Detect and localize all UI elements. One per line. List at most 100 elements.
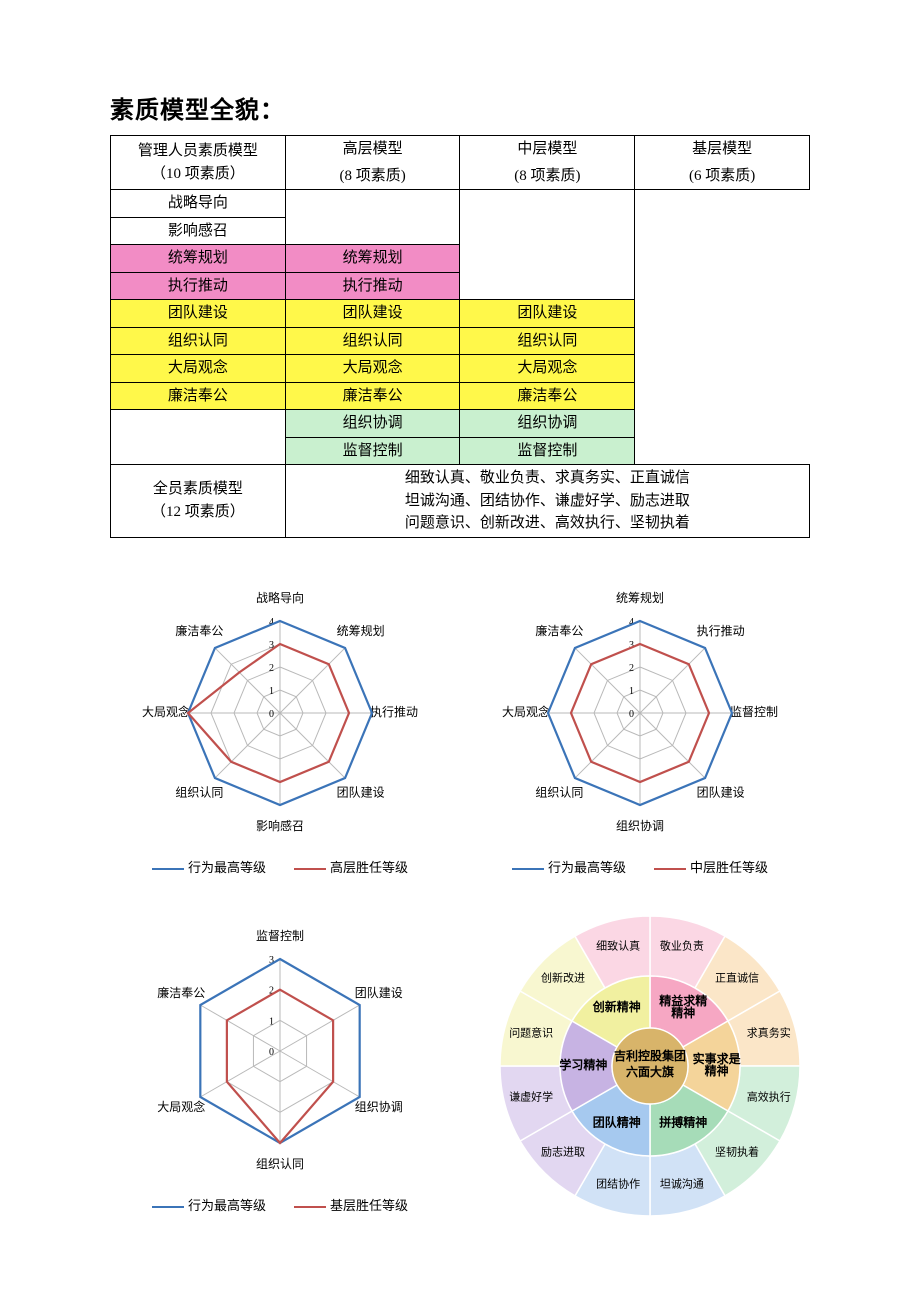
body-line: 坦诚沟通、团结协作、谦虚好学、励志进取 [290, 490, 805, 513]
wheel-chart: 敬业负责正直诚信求真务实高效执行坚韧执着坦诚沟通团结协作励志进取谦虚好学问题意识… [470, 906, 830, 1221]
all-staff-cell: 细致认真、敬业负责、求真务实、正直诚信 坦诚沟通、团结协作、谦虚好学、励志进取 … [285, 465, 809, 538]
svg-text:大局观念: 大局观念 [502, 703, 550, 718]
radar1-legend: 行为最高等级 高层胜任等级 [110, 857, 450, 876]
table-cell [460, 272, 635, 300]
svg-text:励志进取: 励志进取 [541, 1145, 585, 1158]
radar3-legend: 行为最高等级 基层胜任等级 [110, 1195, 450, 1214]
legend-swatch-red [654, 868, 686, 870]
legend-swatch-blue [512, 868, 544, 870]
svg-text:组织认同: 组织认同 [535, 785, 583, 799]
legend-swatch-red [294, 868, 326, 870]
row-group-1: 管理人员素质模型 （10 项素质） [111, 136, 286, 190]
svg-text:0: 0 [629, 709, 634, 720]
svg-text:组织协调: 组织协调 [355, 1098, 403, 1113]
legend-swatch-blue [152, 868, 184, 870]
svg-text:监督控制: 监督控制 [730, 703, 778, 718]
svg-text:敬业负责: 敬业负责 [660, 938, 704, 952]
table-cell: 团队建设 [460, 300, 635, 328]
svg-text:统筹规划: 统筹规划 [337, 623, 385, 638]
table-cell: 团队建设 [111, 300, 286, 328]
svg-text:0: 0 [269, 1047, 274, 1058]
svg-text:组织认同: 组织认同 [175, 785, 223, 799]
svg-text:监督控制: 监督控制 [256, 927, 304, 942]
row-group-2-sub: （12 项素质） [151, 504, 245, 520]
table-cell: 执行推动 [111, 272, 286, 300]
legend-label: 行为最高等级 [188, 1198, 266, 1213]
table-cell: 廉洁奉公 [111, 382, 286, 410]
svg-text:精神: 精神 [671, 1005, 695, 1020]
svg-text:求真务实: 求真务实 [747, 1025, 791, 1039]
radar-chart-2: 统筹规划执行推动监督控制团队建设组织协调组织认同大局观念廉洁奉公01234 行为… [470, 568, 810, 876]
table-cell: 大局观念 [285, 355, 460, 383]
radar-chart-1: 战略导向统筹规划执行推动团队建设影响感召组织认同大局观念廉洁奉公01234 行为… [110, 568, 450, 876]
svg-text:廉洁奉公: 廉洁奉公 [175, 623, 223, 638]
svg-text:大局观念: 大局观念 [157, 1098, 205, 1113]
body-line: 细致认真、敬业负责、求真务实、正直诚信 [290, 467, 805, 490]
svg-text:廉洁奉公: 廉洁奉公 [157, 984, 205, 999]
legend-label: 基层胜任等级 [330, 1198, 408, 1213]
svg-text:1: 1 [629, 686, 634, 697]
svg-text:谦虚好学: 谦虚好学 [509, 1089, 553, 1103]
col-header-2b: (8 项素质) [460, 163, 635, 190]
table-cell: 监督控制 [285, 437, 460, 465]
col-header-2a: 中层模型 [460, 136, 635, 163]
col-header-3a: 基层模型 [635, 136, 810, 163]
table-cell [285, 217, 460, 245]
svg-text:1: 1 [269, 686, 274, 697]
svg-text:大局观念: 大局观念 [142, 703, 190, 718]
svg-text:团结协作: 团结协作 [596, 1176, 640, 1190]
svg-text:团队建设: 团队建设 [337, 784, 385, 799]
svg-text:高效执行: 高效执行 [747, 1089, 791, 1103]
row-group-1-title: 管理人员素质模型 [138, 143, 258, 159]
col-header-1b: (8 项素质) [285, 163, 460, 190]
svg-text:0: 0 [269, 709, 274, 720]
svg-text:执行推动: 执行推动 [697, 624, 745, 638]
table-cell: 廉洁奉公 [285, 382, 460, 410]
svg-text:执行推动: 执行推动 [370, 704, 418, 718]
table-cell [460, 217, 635, 245]
svg-text:组织认同: 组织认同 [256, 1156, 304, 1170]
legend-swatch-red [294, 1206, 326, 1208]
svg-text:精神: 精神 [705, 1062, 729, 1077]
radar2-legend: 行为最高等级 中层胜任等级 [470, 857, 810, 876]
body-line: 问题意识、创新改进、高效执行、坚韧执着 [290, 512, 805, 535]
legend-swatch-blue [152, 1206, 184, 1208]
table-cell: 团队建设 [285, 300, 460, 328]
svg-text:问题意识: 问题意识 [509, 1025, 553, 1039]
svg-text:学习精神: 学习精神 [559, 1056, 607, 1071]
svg-text:团队精神: 团队精神 [593, 1114, 641, 1129]
table-cell: 统筹规划 [285, 245, 460, 273]
col-header-1a: 高层模型 [285, 136, 460, 163]
row-group-2: 全员素质模型 （12 项素质） [111, 465, 286, 538]
svg-text:团队建设: 团队建设 [697, 784, 745, 799]
svg-text:影响感召: 影响感召 [256, 817, 304, 832]
svg-text:坦诚沟通: 坦诚沟通 [660, 1176, 704, 1190]
model-table: 管理人员素质模型 （10 项素质） 高层模型 中层模型 基层模型 (8 项素质)… [110, 135, 810, 538]
svg-text:拼搏精神: 拼搏精神 [659, 1114, 707, 1129]
table-cell: 战略导向 [111, 190, 286, 218]
table-cell: 执行推动 [285, 272, 460, 300]
svg-text:吉利控股集团: 吉利控股集团 [614, 1048, 686, 1063]
table-cell: 大局观念 [111, 355, 286, 383]
table-cell [111, 410, 286, 438]
table-cell: 廉洁奉公 [460, 382, 635, 410]
table-cell [460, 245, 635, 273]
table-cell [285, 190, 460, 218]
svg-text:1: 1 [269, 1016, 274, 1027]
legend-label: 高层胜任等级 [330, 860, 408, 875]
table-cell: 监督控制 [460, 437, 635, 465]
table-cell: 组织协调 [285, 410, 460, 438]
svg-text:坚韧执着: 坚韧执着 [715, 1144, 759, 1158]
col-header-3b: (6 项素质) [635, 163, 810, 190]
svg-text:统筹规划: 统筹规划 [616, 589, 664, 604]
legend-label: 行为最高等级 [548, 860, 626, 875]
svg-text:2: 2 [269, 663, 274, 674]
page-title: 素质模型全貌： [110, 90, 810, 125]
svg-text:团队建设: 团队建设 [355, 984, 403, 999]
legend-label: 中层胜任等级 [690, 860, 768, 875]
table-cell: 组织认同 [460, 327, 635, 355]
svg-text:战略导向: 战略导向 [256, 589, 304, 604]
svg-text:创新改进: 创新改进 [541, 970, 585, 984]
svg-text:廉洁奉公: 廉洁奉公 [535, 623, 583, 638]
svg-text:组织协调: 组织协调 [616, 817, 664, 832]
